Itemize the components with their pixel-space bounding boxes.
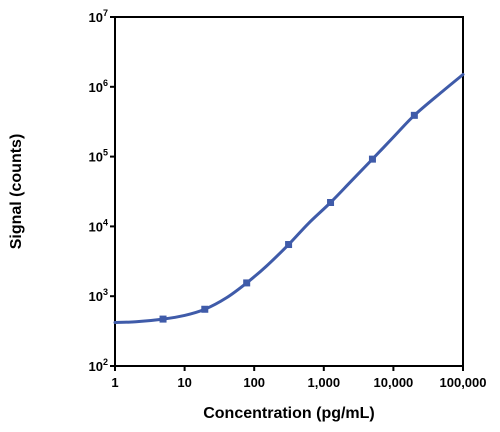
x-tick-label: 10,000 <box>374 375 414 390</box>
y-tick-label: 103 <box>89 287 108 304</box>
data-point <box>201 305 209 313</box>
x-tick-label: 1 <box>111 375 118 390</box>
data-point <box>159 315 167 323</box>
plot-frame <box>114 16 464 367</box>
y-tick-label: 102 <box>89 357 108 374</box>
x-axis-title: Concentration (pg/mL) <box>203 405 375 422</box>
y-tick-label: 107 <box>89 8 108 25</box>
data-point <box>243 279 251 287</box>
y-tick-label: 104 <box>89 217 108 234</box>
x-tick-label: 1,000 <box>308 375 341 390</box>
x-tick-label: 100 <box>243 375 265 390</box>
data-point <box>327 198 335 206</box>
data-point <box>368 155 376 163</box>
fit-curve <box>113 73 465 324</box>
y-axis-title: Signal (counts) <box>8 134 25 250</box>
data-point <box>285 241 293 249</box>
y-axis-ticks: 102 103 104 105 106 107 <box>89 8 115 374</box>
x-tick-label: 10 <box>177 375 191 390</box>
x-tick-label: 100,000 <box>440 375 487 390</box>
data-point <box>410 111 418 119</box>
data-points <box>159 111 418 323</box>
x-axis-ticks: 1 10 100 1,000 10,000 100,000 <box>111 366 487 390</box>
y-tick-label: 106 <box>89 78 108 95</box>
y-tick-label: 105 <box>89 148 108 165</box>
